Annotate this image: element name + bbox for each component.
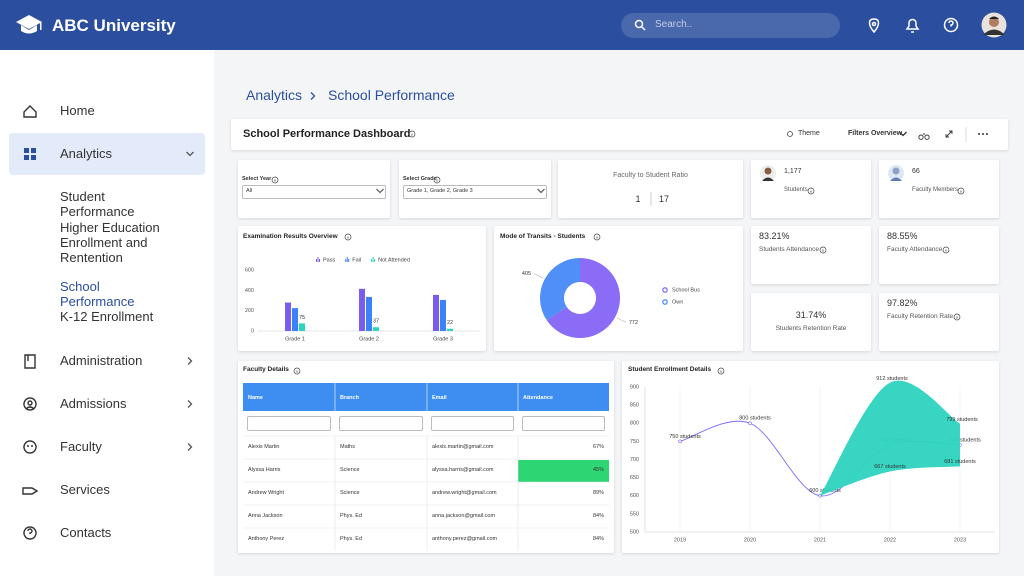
chart-title: Mode of Transits - Students [500,233,586,240]
table-title: Faculty Details [243,366,289,373]
rate-value: 97.82% [887,298,918,308]
table-cell: alyssa.harris@gmail.com [432,467,494,473]
nav-active-bg [9,133,205,175]
brand[interactable]: ABC University [52,16,176,35]
table-cell: Phys. Ed [340,536,363,542]
filter-select[interactable] [242,185,386,199]
rate-value: 88.55% [887,231,918,241]
table-cell: 84% [592,536,604,542]
filter-select[interactable] [403,185,547,199]
nav-item[interactable]: Contacts [60,525,112,540]
rate-value: 31.74% [795,310,827,320]
ratio-students: 17 [658,194,669,204]
table-cell: 45% [592,467,604,473]
table-cell: Andrew Wright [248,490,284,496]
stat-label: Faculty Members [912,187,959,193]
card [558,160,743,218]
ratio-label: Faculty to Student Ratio [613,172,688,179]
table-cell: 89% [592,490,604,496]
chart-title: Examination Results Overview [243,233,338,240]
nav-item[interactable]: Faculty [60,439,102,454]
card [238,160,390,218]
table-cell: Alexis Martin [248,444,280,450]
card [751,160,871,218]
card [751,226,871,284]
search-placeholder[interactable]: Search.. [655,19,693,30]
highlight-cell [518,460,609,482]
table-cell: Science [340,467,360,473]
nav-item[interactable]: Services [60,482,110,497]
column-header[interactable]: Attendance [523,395,553,401]
rate-label: Faculty Attendance [887,246,943,253]
stat-label: Students [784,187,808,193]
card [622,361,999,553]
table-header [243,383,609,411]
filter-value[interactable]: All [246,188,253,194]
card [399,160,551,218]
column-header[interactable]: Name [248,395,263,401]
nav-subitem[interactable]: K-12 Enrollment [60,309,154,324]
toolbar [231,119,1008,150]
table-cell: Science [340,490,360,496]
table-cell: alexis.martin@gmail.com [432,444,494,450]
dashboard-title: School Performance Dashboard [243,128,411,140]
rate-value: 83.21% [759,231,790,241]
filter-label: Select Grade [403,176,437,182]
card [879,293,999,351]
table-cell: anthony.perez@gmail.com [432,536,498,542]
search-box[interactable] [621,13,840,38]
nav-item[interactable]: Analytics [60,146,113,161]
table-cell: 84% [592,513,604,519]
table-cell: Phys. Ed [340,513,363,519]
table-cell: Anna Jackson [248,513,283,519]
card [751,293,871,351]
breadcrumb-item: School Performance [328,87,455,103]
table-cell: anna.jackson@gmail.com [432,513,496,519]
rate-label: Faculty Retention Rate [887,313,954,320]
table-cell: Anthony Perez [248,536,285,542]
stat-value: 1,177 [784,168,802,175]
nav-subitem[interactable]: School Performance [60,279,135,309]
card [238,226,486,351]
nav-item[interactable]: Admissions [60,396,127,411]
nav-subitem[interactable]: Student Performance [60,189,135,219]
table-cell: Maths [340,444,355,450]
filter-input[interactable] [522,416,605,431]
stat-value: 66 [912,168,920,175]
header [0,0,1024,50]
card [494,226,743,351]
card [879,226,999,284]
filter-input[interactable] [431,416,514,431]
nav-subitem[interactable]: Higher Education Enrollment and Rententi… [60,220,160,265]
filter-value[interactable]: Grade 1, Grade 2, Grade 3 [407,188,473,194]
column-header[interactable]: Branch [340,395,359,401]
table-cell: Alyssa Harris [248,467,281,473]
nav-item[interactable]: Home [60,103,95,118]
filter-label: Select Year [242,176,272,182]
breadcrumb-item[interactable]: Analytics [246,87,303,103]
theme-button[interactable]: Theme [798,130,820,137]
filters-button[interactable]: Filters Overview [848,130,903,137]
filter-input[interactable] [247,416,331,431]
chart-title: Student Enrollment Details [628,366,712,373]
rate-label: Students Attendance [759,246,819,253]
chevron-icon [310,92,316,100]
nav-item[interactable]: Administration [60,353,143,368]
rate-label: Students Retention Rate [775,325,847,332]
table-cell: andrew.wright@gmail.com [432,490,497,496]
ratio-faculty: 1 [635,194,641,204]
column-header[interactable]: Email [432,395,447,401]
table-cell: 67% [592,444,604,450]
filter-input[interactable] [339,416,423,431]
